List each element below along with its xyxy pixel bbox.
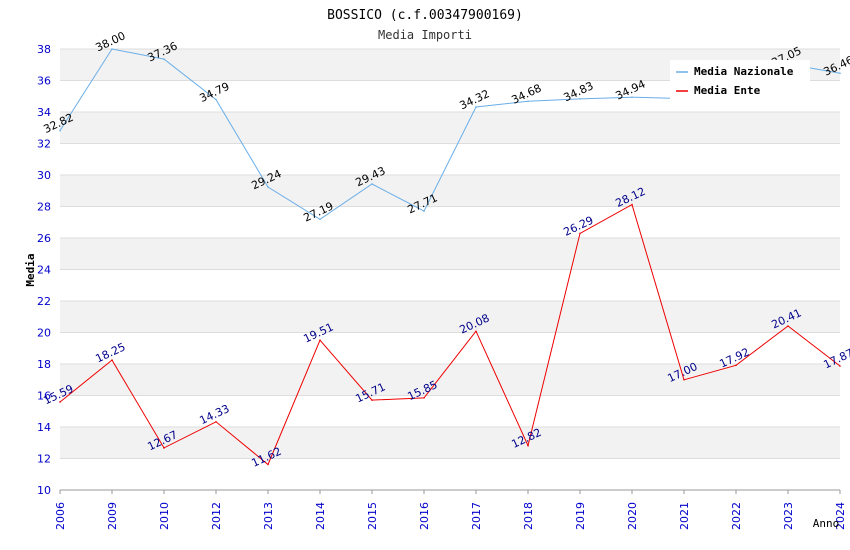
data-point [423,210,425,212]
y-tick-label: 38 [37,43,51,56]
data-point [163,58,165,60]
data-point [111,359,113,361]
x-tick-label: 2014 [314,502,327,530]
plot-band-11 [60,112,840,144]
x-tick-label: 2013 [262,502,275,530]
x-tick-label: 2024 [834,502,847,530]
chart-subtitle: Media Importi [378,28,472,42]
x-tick-label: 2018 [522,502,535,530]
y-tick-label: 16 [37,390,51,403]
data-point [59,401,61,403]
plot-band-7 [60,238,840,270]
data-point [319,339,321,342]
data-point [579,232,581,235]
data-point [527,444,529,447]
y-tick-label: 10 [37,484,51,497]
x-tick-label: 2006 [54,502,67,530]
x-axis-label: Anno [813,517,840,530]
y-tick-label: 36 [37,75,51,88]
data-point [111,48,113,50]
data-point [475,330,477,333]
x-tick-label: 2012 [210,502,223,530]
data-point [267,186,269,188]
chart-title: BOSSICO (c.f.00347900169) [327,8,523,23]
y-tick-label: 32 [37,138,51,151]
y-tick-label: 22 [37,295,51,308]
plot-band-5 [60,301,840,333]
y-tick-label: 20 [37,327,51,340]
data-point [371,399,373,401]
data-point [839,365,841,367]
data-point [215,421,217,423]
data-point [59,129,61,132]
series-line-media-ente [59,203,841,466]
x-tick-label: 2015 [366,502,379,530]
x-tick-label: 2022 [730,502,743,530]
x-tick-label: 2016 [418,502,431,530]
y-tick-label: 26 [37,232,51,245]
data-point [215,98,217,101]
x-axis-ticks: 2006 2009 2010 2012 2013 2014 2015 2016 2017 2018… [54,490,847,530]
y-tick-label: 12 [37,453,51,466]
x-tick-label: 2017 [470,502,483,530]
data-point [579,98,581,100]
y-axis-label: Media [24,253,37,286]
x-tick-label: 2009 [106,502,119,530]
x-tick-label: 2019 [574,502,587,530]
data-point [319,218,321,221]
data-point [163,447,165,449]
legend-label-media-nazionale: Media Nazionale [694,65,794,78]
data-point [735,364,737,367]
legend-box [670,60,810,102]
x-tick-label: 2021 [678,502,691,530]
y-tick-label: 18 [37,358,51,371]
data-point [787,325,789,327]
plot-band-9 [60,175,840,207]
y-tick-label: 30 [37,169,51,182]
y-tick-label: 24 [37,264,51,277]
x-tick-label: 2020 [626,502,639,530]
y-tick-label: 28 [37,201,51,214]
plot-band-1 [60,427,840,459]
y-tick-label: 14 [37,421,51,434]
plot-bands [60,49,840,459]
data-point [683,378,685,381]
plot-band-3 [60,364,840,396]
legend-label-media-ente: Media Ente [694,84,761,97]
legend: Media Nazionale Media Ente [670,60,810,102]
data-point [839,72,841,75]
data-point [631,203,633,206]
data-point [475,106,477,108]
data-point [371,183,373,185]
data-point [423,397,425,399]
data-point [267,463,269,466]
data-point [631,96,633,98]
y-tick-label: 34 [37,106,51,119]
x-tick-label: 2023 [782,502,795,530]
y-axis-ticks: 10 12 14 16 18 20 22 24 26 28 30 32 34 36 38 [37,43,51,497]
data-point [527,100,529,103]
x-tick-label: 2010 [158,502,171,530]
